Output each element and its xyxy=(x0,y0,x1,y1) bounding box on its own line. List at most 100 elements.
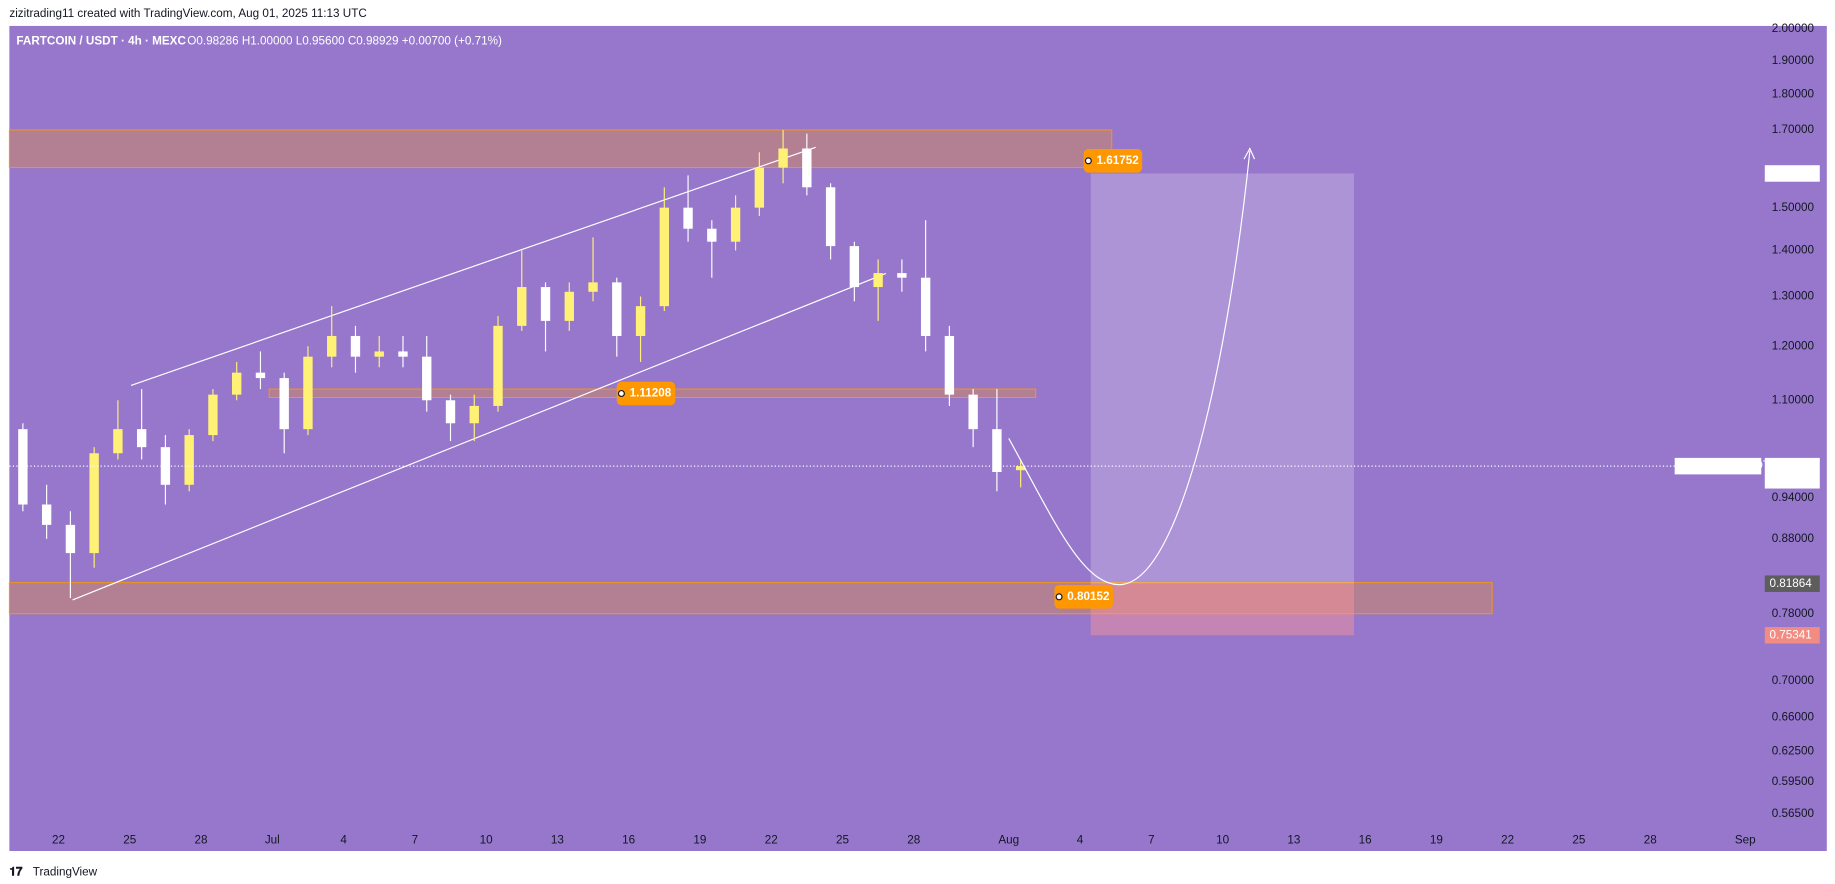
candle-body xyxy=(635,306,646,336)
candle-body xyxy=(208,394,218,436)
candle-body xyxy=(517,287,527,326)
y-tick-label: 0.94000 xyxy=(1772,491,1815,504)
level-anchor xyxy=(1055,593,1063,601)
candle-body xyxy=(707,228,717,242)
x-tick-label: 4 xyxy=(340,833,347,846)
candle-body xyxy=(41,504,52,525)
x-tick-label: 25 xyxy=(1572,833,1585,846)
x-tick-label: 28 xyxy=(907,833,920,846)
level-anchor xyxy=(617,389,625,398)
logo: 𝟏𝟕 xyxy=(9,865,22,878)
candle-body xyxy=(683,207,693,229)
y-tick-label: 0.78000 xyxy=(1772,607,1815,620)
entry-price-box xyxy=(1764,575,1820,592)
x-tick-label: 22 xyxy=(52,833,65,846)
candle-body xyxy=(493,325,503,406)
footer-brand: TradingView xyxy=(33,865,98,878)
projection-arrowhead xyxy=(1243,147,1256,160)
x-tick-label: 10 xyxy=(480,833,493,846)
x-tick-label: Sep xyxy=(1735,833,1756,846)
candle-body xyxy=(825,187,836,247)
candle-body xyxy=(350,335,361,357)
last-price-box xyxy=(1764,457,1820,489)
x-tick-label: Aug xyxy=(998,833,1019,846)
x-tick-label: 7 xyxy=(412,833,419,846)
candle-body xyxy=(279,378,289,430)
x-tick-label: 7 xyxy=(1148,833,1155,846)
y-tick-label: 1.40000 xyxy=(1772,244,1815,257)
x-tick-label: Jul xyxy=(265,833,280,846)
y-tick-label: 1.90000 xyxy=(1772,54,1815,67)
channel-lower xyxy=(72,272,887,601)
target-price-box xyxy=(1764,165,1820,182)
candle-body xyxy=(113,429,123,454)
candle-body xyxy=(754,167,765,208)
symbol-box xyxy=(1674,457,1762,475)
candle-body xyxy=(564,291,574,321)
channel-upper xyxy=(130,146,816,386)
y-tick-label: 0.62500 xyxy=(1772,744,1815,757)
zone xyxy=(8,129,1113,169)
candle-body xyxy=(398,351,408,357)
y-tick-label: 0.66000 xyxy=(1772,711,1815,724)
candle-body xyxy=(802,148,812,188)
candle-body xyxy=(65,524,76,554)
x-tick-label: 10 xyxy=(1216,833,1229,846)
y-tick-label: 0.88000 xyxy=(1772,532,1815,545)
attribution: zizitrading11 created with TradingView.c… xyxy=(9,7,367,20)
candle-body xyxy=(1015,466,1026,471)
y-tick-label: 1.20000 xyxy=(1772,339,1815,352)
channel xyxy=(72,146,887,601)
level-badge xyxy=(1083,149,1143,173)
y-tick-label: 0.59500 xyxy=(1772,775,1815,788)
candle-body xyxy=(303,356,313,430)
candles xyxy=(18,129,1026,599)
x-tick-label: 13 xyxy=(551,833,564,846)
entry-price: 0.81864 xyxy=(1769,577,1812,590)
candle-body xyxy=(232,372,242,395)
y-tick-label: 1.30000 xyxy=(1772,290,1815,303)
candle-body xyxy=(920,277,931,336)
x-tick-label: 13 xyxy=(1287,833,1300,846)
symbol-label: FARTCOINUSDT xyxy=(1679,459,1770,472)
candle-body xyxy=(778,148,788,168)
candle-body xyxy=(327,335,337,357)
level-label: 1.11208 xyxy=(630,387,672,400)
candle-body xyxy=(136,429,147,448)
countdown: 46:22 xyxy=(1769,473,1798,486)
candle-body xyxy=(944,335,955,395)
x-tick-label: 25 xyxy=(836,833,849,846)
candle-body xyxy=(897,273,907,278)
target-region xyxy=(1090,173,1355,584)
candle-body xyxy=(849,246,860,288)
y-tick-label: 0.56500 xyxy=(1772,807,1815,820)
symbol-title: FARTCOIN / USDT · 4h · MEXC xyxy=(16,34,186,47)
candle-body xyxy=(588,282,598,292)
zone xyxy=(8,582,1493,615)
level-badge xyxy=(616,381,676,406)
y-tick-label: 2.00000 xyxy=(1772,22,1815,35)
x-tick-label: 28 xyxy=(1644,833,1657,846)
candle-body xyxy=(184,435,194,485)
candle-body xyxy=(160,447,171,485)
level-label: 1.61752 xyxy=(1097,154,1140,167)
candle-body xyxy=(968,394,978,430)
candle-body xyxy=(540,287,551,321)
overlay: 1.61752 1.11208 0.80152 xyxy=(9,149,1756,609)
x-tick-label: 4 xyxy=(1077,833,1084,846)
candle-body xyxy=(730,207,741,242)
ohlc-legend: O0.98286 H1.00000 L0.95600 C0.98929 +0.0… xyxy=(187,34,502,47)
candle-body xyxy=(992,429,1002,472)
last-price: 0.98929 xyxy=(1769,459,1811,472)
candle-body xyxy=(612,282,622,336)
level-anchor xyxy=(1084,157,1092,165)
x-tick-label: 16 xyxy=(622,833,635,846)
x-tick-label: 28 xyxy=(195,833,208,846)
projection-curve xyxy=(1008,150,1251,586)
x-tick-label: 25 xyxy=(123,833,136,846)
candle-body xyxy=(659,207,669,307)
x-tick-label: 16 xyxy=(1359,833,1372,846)
candle-body xyxy=(18,429,28,505)
stop-price-box xyxy=(1764,627,1820,644)
